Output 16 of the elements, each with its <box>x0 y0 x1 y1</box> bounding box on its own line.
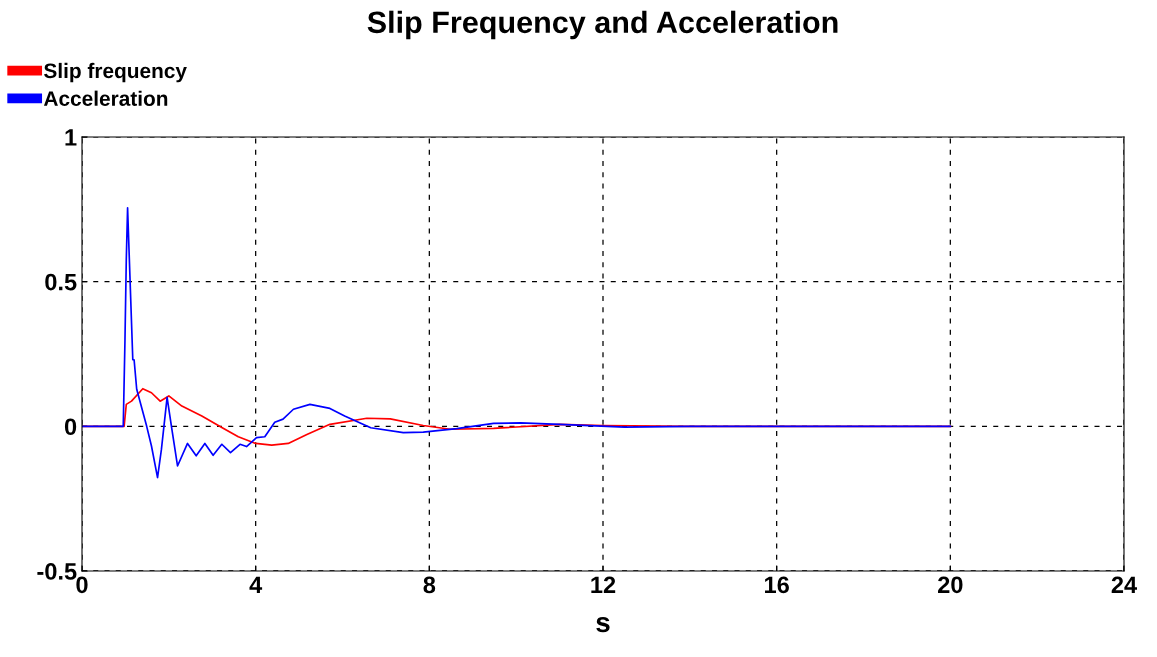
legend-label: Slip frequency <box>44 62 187 83</box>
x-tick-label: 20 <box>938 576 963 594</box>
x-tick-label: 24 <box>1111 576 1138 593</box>
y-tick-label: 0.5 <box>45 273 77 291</box>
chart-title: Slip Frequency and Acceleration <box>367 10 838 40</box>
y-tick-label: 0 <box>64 418 77 436</box>
y-tick-label: 1 <box>65 129 77 146</box>
x-tick-label: 0 <box>76 576 88 594</box>
x-tick-label: 12 <box>591 576 616 593</box>
x-axis-title: s <box>596 616 610 633</box>
x-tick-label: 16 <box>765 576 789 594</box>
x-tick-label: 4 <box>249 576 263 593</box>
legend-label: Acceleration <box>43 90 168 106</box>
line-series <box>82 207 952 479</box>
x-tick-label: 8 <box>423 576 436 594</box>
y-tick-label: -0.5 <box>37 563 77 580</box>
